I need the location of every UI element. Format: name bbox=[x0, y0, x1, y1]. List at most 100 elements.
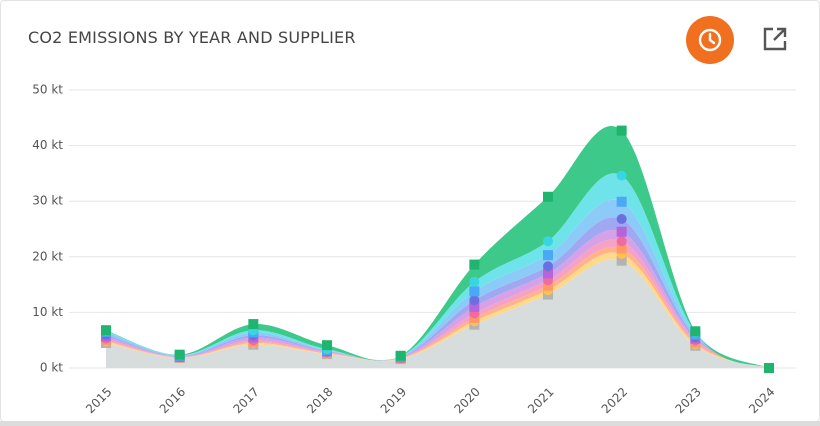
x-tick-label: 2018 bbox=[304, 385, 335, 416]
marker bbox=[543, 280, 553, 291]
marker bbox=[690, 340, 701, 351]
marker bbox=[543, 268, 553, 279]
marker bbox=[174, 352, 185, 363]
marker bbox=[764, 363, 774, 373]
marker bbox=[690, 333, 701, 344]
marker bbox=[322, 344, 332, 355]
marker bbox=[616, 236, 627, 247]
marker bbox=[469, 308, 480, 319]
marker bbox=[616, 196, 627, 207]
marker bbox=[395, 351, 406, 362]
marker bbox=[543, 191, 553, 202]
marker bbox=[174, 351, 185, 362]
marker bbox=[764, 363, 774, 373]
clock-icon bbox=[698, 28, 722, 52]
marker bbox=[395, 353, 406, 364]
marker bbox=[543, 285, 553, 296]
area bbox=[106, 126, 769, 368]
marker bbox=[101, 329, 111, 340]
marker bbox=[174, 352, 185, 363]
marker bbox=[543, 236, 553, 247]
area bbox=[106, 239, 769, 368]
marker bbox=[101, 331, 111, 342]
marker bbox=[101, 325, 111, 336]
marker bbox=[322, 346, 332, 357]
marker bbox=[174, 349, 185, 360]
marker bbox=[174, 350, 185, 361]
marker bbox=[543, 289, 553, 300]
y-tick-label: 50 kt bbox=[32, 83, 63, 97]
marker bbox=[101, 333, 111, 344]
marker bbox=[395, 353, 406, 364]
marker bbox=[764, 363, 774, 373]
marker bbox=[469, 295, 480, 306]
y-tick-label: 0 kt bbox=[40, 361, 63, 375]
marker bbox=[248, 335, 259, 346]
marker bbox=[322, 347, 332, 358]
marker bbox=[248, 332, 259, 343]
marker bbox=[543, 250, 553, 261]
marker bbox=[174, 352, 185, 363]
marker bbox=[248, 339, 259, 350]
marker bbox=[101, 336, 111, 347]
marker bbox=[248, 327, 259, 338]
marker bbox=[690, 331, 701, 342]
marker bbox=[248, 319, 259, 330]
x-tick-label: 2019 bbox=[378, 385, 409, 416]
x-tick-label: 2022 bbox=[599, 385, 630, 416]
marker bbox=[322, 340, 332, 351]
area bbox=[106, 199, 769, 368]
marker bbox=[690, 335, 701, 346]
marker bbox=[616, 170, 627, 181]
x-tick-label: 2023 bbox=[672, 385, 703, 416]
marker bbox=[469, 312, 480, 323]
marker bbox=[690, 326, 701, 337]
area bbox=[106, 259, 769, 368]
marker bbox=[616, 213, 627, 224]
marker bbox=[690, 327, 701, 338]
marker bbox=[616, 255, 627, 266]
marker bbox=[469, 319, 480, 330]
marker bbox=[543, 275, 553, 286]
marker bbox=[469, 259, 480, 270]
marker bbox=[764, 363, 774, 373]
marker bbox=[322, 347, 332, 358]
marker bbox=[322, 349, 332, 360]
area bbox=[106, 252, 769, 368]
x-tick-label: 2020 bbox=[451, 385, 482, 416]
x-tick-label: 2015 bbox=[83, 385, 114, 416]
marker bbox=[395, 352, 406, 363]
card-title: CO2 EMISSIONS BY YEAR AND SUPPLIER bbox=[28, 28, 356, 47]
y-tick-label: 10 kt bbox=[32, 305, 63, 319]
marker bbox=[690, 337, 701, 348]
area bbox=[106, 173, 769, 368]
marker bbox=[395, 350, 406, 361]
marker bbox=[764, 363, 774, 373]
marker bbox=[174, 352, 185, 363]
area bbox=[106, 217, 769, 368]
marker bbox=[616, 125, 627, 136]
marker bbox=[764, 363, 774, 373]
open-external-button[interactable] bbox=[761, 25, 789, 53]
marker bbox=[101, 335, 111, 346]
marker bbox=[101, 325, 111, 336]
marker bbox=[322, 345, 332, 356]
marker bbox=[174, 351, 185, 362]
marker bbox=[616, 243, 627, 254]
marker bbox=[543, 261, 553, 272]
marker bbox=[101, 337, 111, 348]
history-button[interactable] bbox=[686, 16, 734, 64]
marker bbox=[248, 330, 259, 341]
x-tick-label: 2024 bbox=[746, 385, 777, 416]
y-tick-label: 40 kt bbox=[32, 138, 63, 152]
marker bbox=[322, 345, 332, 356]
marker bbox=[764, 363, 774, 373]
marker bbox=[248, 337, 259, 348]
marker bbox=[469, 286, 480, 297]
marker bbox=[764, 363, 774, 373]
y-tick-label: 20 kt bbox=[32, 249, 63, 263]
marker bbox=[248, 325, 259, 336]
scroll-edge bbox=[0, 421, 820, 426]
marker bbox=[395, 352, 406, 363]
